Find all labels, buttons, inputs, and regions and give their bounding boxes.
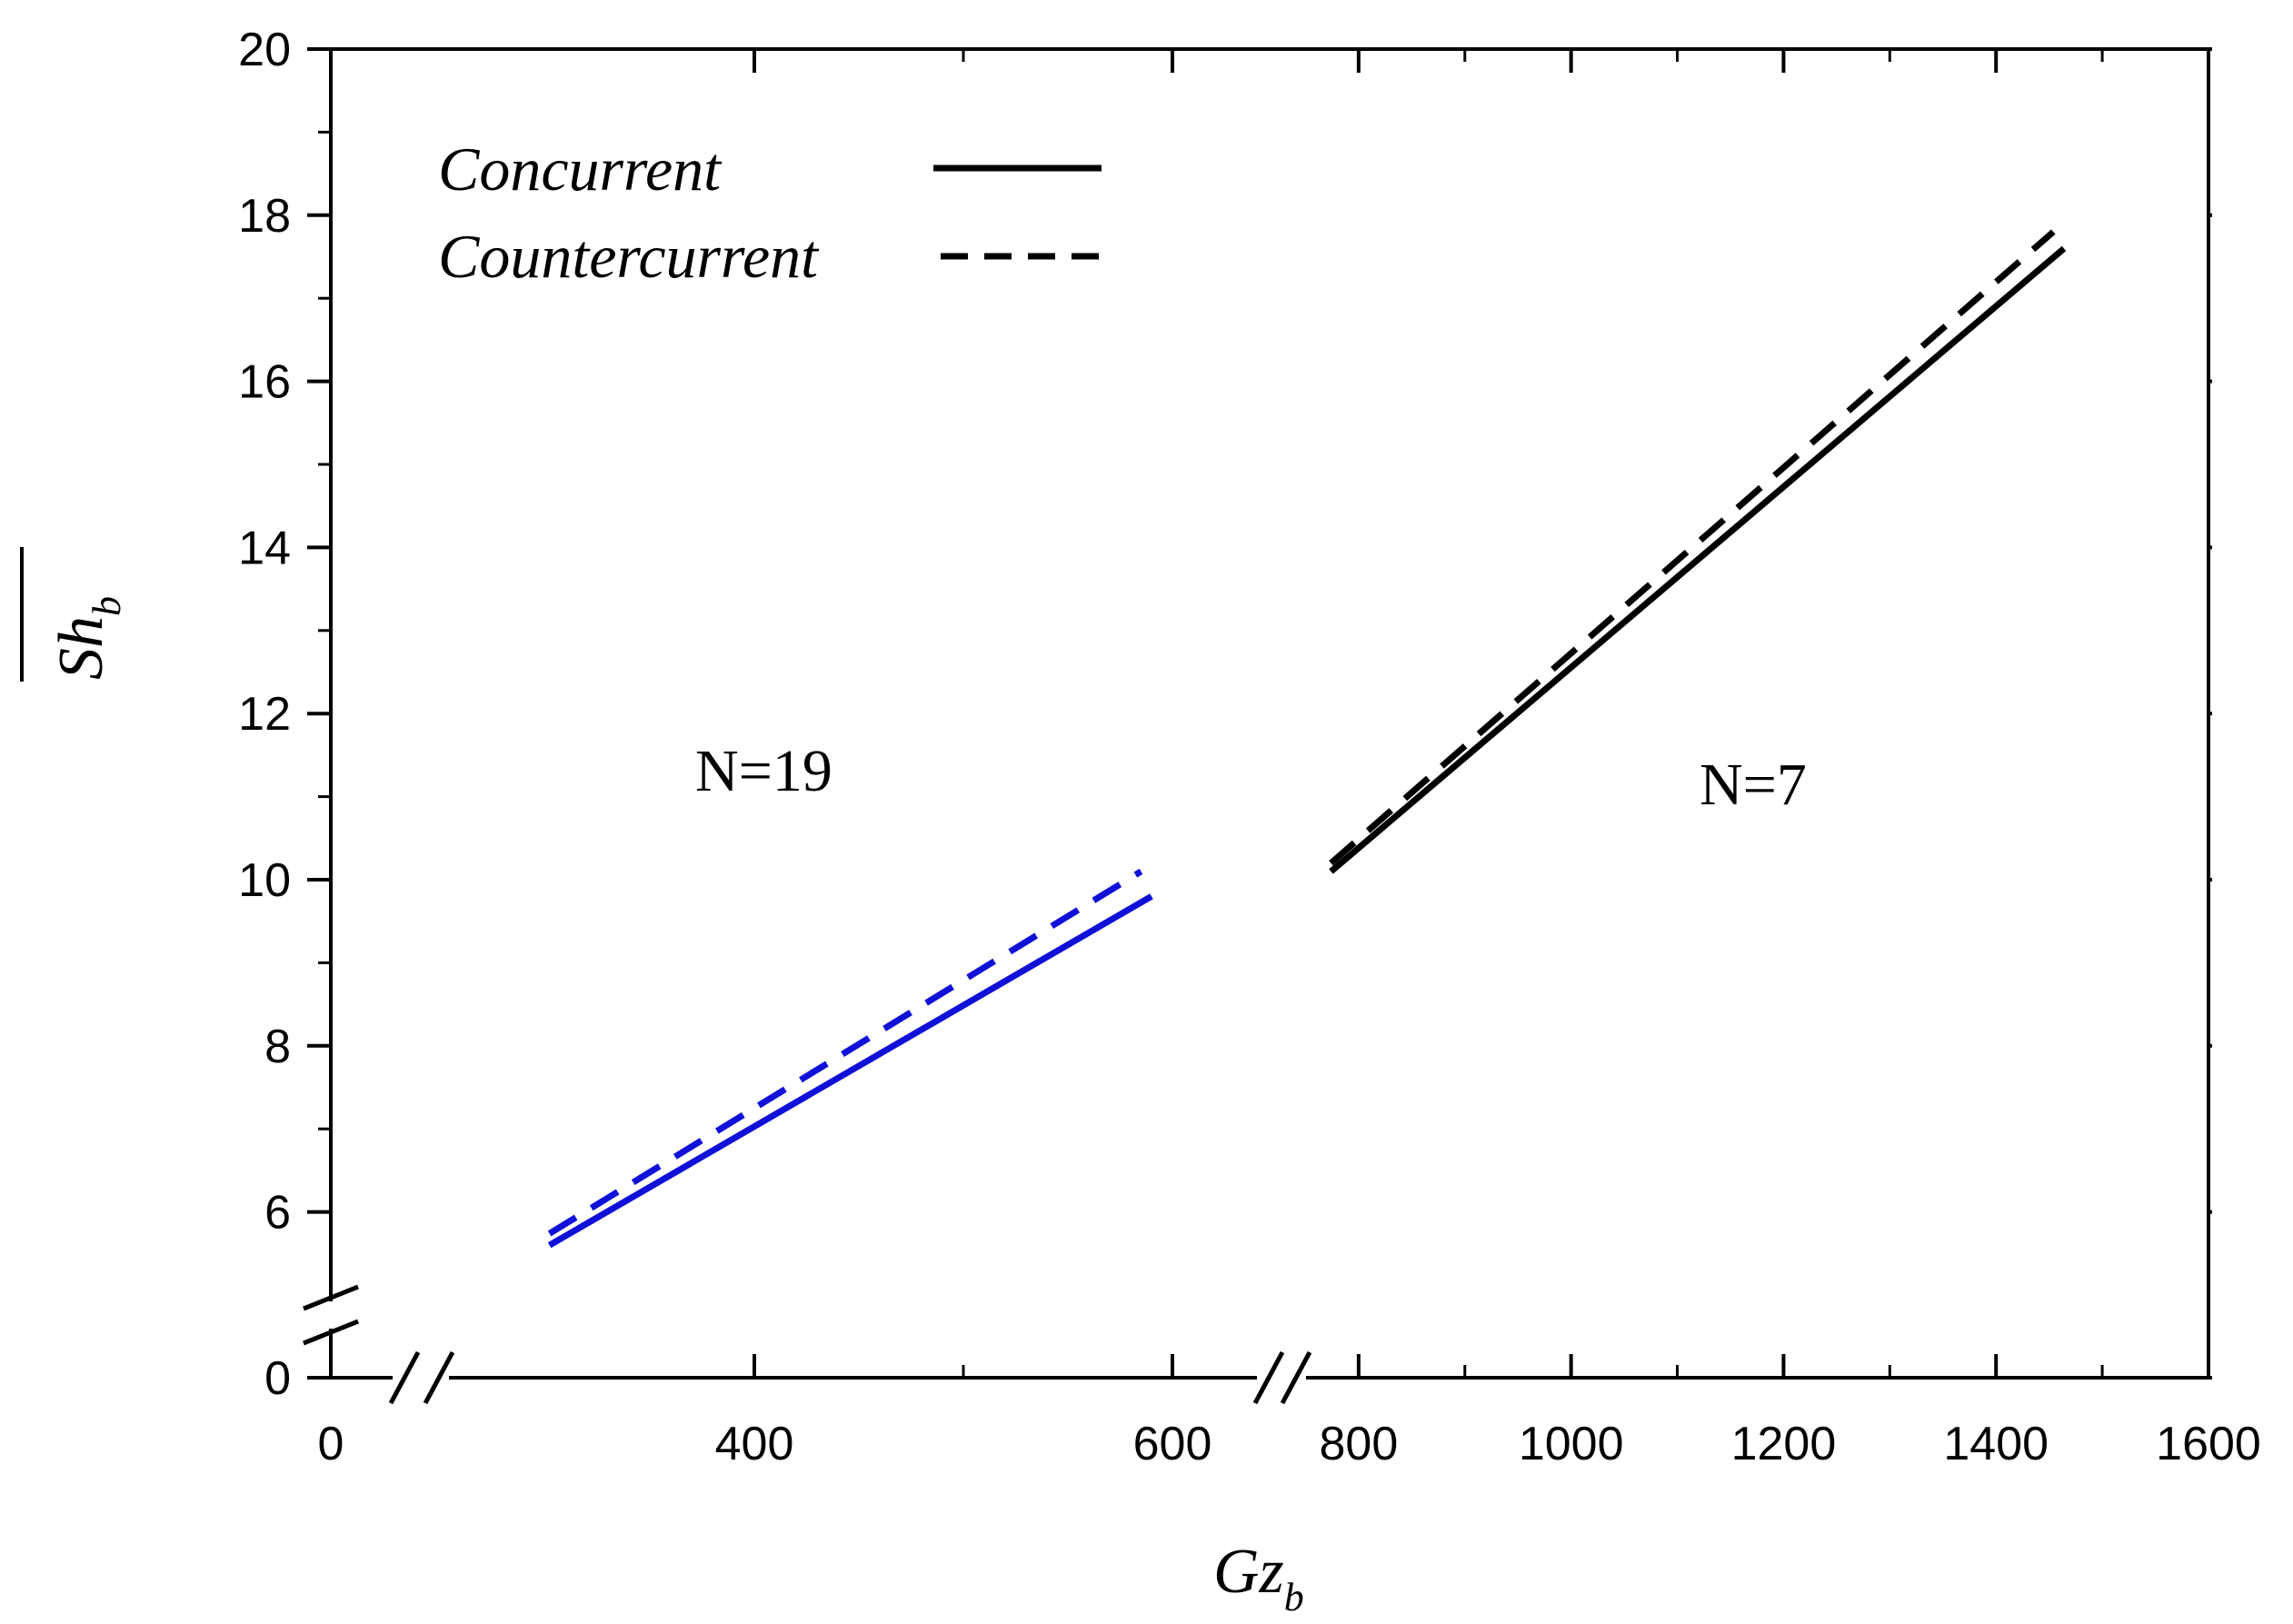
y-axis-break-mark — [303, 1319, 359, 1346]
y-tick-label: 8 — [264, 1021, 291, 1073]
y-tick-label: 18 — [238, 190, 291, 243]
x-axis-break-mark — [1280, 1350, 1312, 1405]
annotation-n7: N=7 — [1700, 752, 1807, 818]
y-axis-break-gap — [322, 1301, 340, 1329]
x-tick-label: 1400 — [1943, 1418, 2049, 1470]
series-line-concurrent-n7 — [1329, 245, 2067, 874]
x-axis-break-mark — [1252, 1350, 1285, 1405]
y-tick-label: 14 — [238, 522, 291, 574]
y-tick-label: 12 — [238, 688, 291, 741]
legend-label-concurrent: Concurrent — [438, 135, 723, 204]
y-axis-title: Shb — [20, 547, 129, 682]
y-tick-label: 20 — [238, 24, 291, 76]
x-tick-label: 0 — [318, 1418, 344, 1470]
y-axis-break-mark — [303, 1284, 359, 1311]
annotation-n19: N=19 — [695, 738, 832, 804]
y-tick-label: 10 — [238, 854, 291, 907]
series-layer — [547, 229, 2067, 1249]
svg-text:Shb: Shb — [46, 596, 129, 680]
y-tick-label: 0 — [264, 1352, 291, 1405]
x-tick-label: 1200 — [1731, 1418, 1837, 1470]
x-tick-label: 1600 — [2156, 1418, 2261, 1470]
x-tick-label: 600 — [1133, 1418, 1212, 1470]
legend: Concurrent Countercurrent — [438, 135, 1111, 291]
y-tick-label: 16 — [238, 356, 291, 409]
x-axis-break-mark — [388, 1350, 421, 1405]
x-axis-break-mark — [423, 1350, 455, 1405]
x-tick-label: 400 — [715, 1418, 794, 1470]
legend-label-countercurrent: Countercurrent — [438, 222, 820, 291]
x-tick-label: 800 — [1320, 1418, 1399, 1470]
x-tick-label: 1000 — [1519, 1418, 1624, 1470]
y-tick-label: 6 — [264, 1187, 291, 1240]
series-line-countercurrent-n7 — [1329, 229, 2056, 866]
axes: 0 400 600 800 1000 1200 1400 1600 0 6 8 10 12 14 16 18 2… — [238, 24, 2261, 1470]
series-line-concurrent-n19 — [547, 893, 1153, 1249]
x-axis-title: Gzb — [1213, 1537, 1304, 1619]
series-line-countercurrent-n19 — [547, 868, 1143, 1237]
